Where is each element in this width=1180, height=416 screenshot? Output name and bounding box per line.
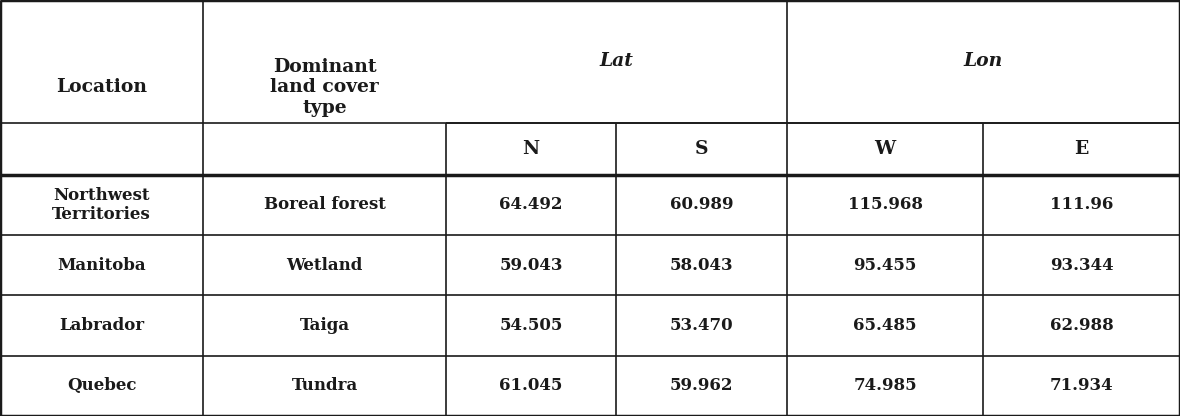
Bar [0,175,203,235]
Bar [0,295,203,356]
Bar [983,175,1180,235]
Text: Northwest
Territories: Northwest Territories [52,187,151,223]
Bar [983,356,1180,416]
Text: 65.485: 65.485 [853,317,917,334]
Bar [203,235,446,295]
Text: 95.455: 95.455 [853,257,917,274]
Text: Wetland: Wetland [287,257,362,274]
Text: 115.968: 115.968 [847,196,923,213]
Bar [983,295,1180,356]
Text: 58.043: 58.043 [669,257,733,274]
Text: 93.344: 93.344 [1050,257,1114,274]
Text: Boreal forest: Boreal forest [263,196,386,213]
Text: Lon: Lon [964,52,1003,70]
Bar [446,175,616,235]
Text: 59.043: 59.043 [499,257,563,274]
Text: 59.962: 59.962 [670,377,733,394]
Bar [203,123,446,175]
Bar [0,235,203,295]
Text: Manitoba: Manitoba [58,257,146,274]
Bar [446,123,616,175]
Bar [0,356,203,416]
Text: 62.988: 62.988 [1050,317,1114,334]
Text: N: N [523,140,539,158]
Bar [446,235,616,295]
Text: 61.045: 61.045 [499,377,563,394]
Bar [446,356,616,416]
Bar [616,356,787,416]
Bar [0,0,203,123]
Bar [0,123,203,175]
Bar [616,235,787,295]
Bar [787,356,983,416]
Text: S: S [695,140,708,158]
Text: 74.985: 74.985 [853,377,917,394]
Bar [203,295,446,356]
Bar [203,0,446,123]
Bar [616,175,787,235]
Bar [983,123,1180,175]
Bar [203,175,446,235]
Bar [616,0,787,123]
Text: Quebec: Quebec [67,377,137,394]
Bar [787,123,983,175]
Text: 54.505: 54.505 [499,317,563,334]
Text: W: W [874,140,896,158]
Bar [203,356,446,416]
Text: 71.934: 71.934 [1050,377,1114,394]
Bar [446,295,616,356]
Bar [787,175,983,235]
Bar [983,235,1180,295]
Bar [787,295,983,356]
Text: 53.470: 53.470 [669,317,733,334]
Bar [787,235,983,295]
Bar [616,123,787,175]
Text: 60.989: 60.989 [670,196,733,213]
Text: 64.492: 64.492 [499,196,563,213]
Text: Taiga: Taiga [300,317,349,334]
Bar [983,0,1180,123]
Text: Lat: Lat [599,52,634,70]
Text: 111.96: 111.96 [1050,196,1114,213]
Text: Tundra: Tundra [291,377,358,394]
Text: Labrador: Labrador [59,317,144,334]
Bar [616,295,787,356]
Text: Location: Location [57,78,148,97]
Text: Dominant
land cover
type: Dominant land cover type [270,57,379,117]
Text: E: E [1075,140,1089,158]
Bar [787,0,983,123]
Bar [446,0,616,123]
